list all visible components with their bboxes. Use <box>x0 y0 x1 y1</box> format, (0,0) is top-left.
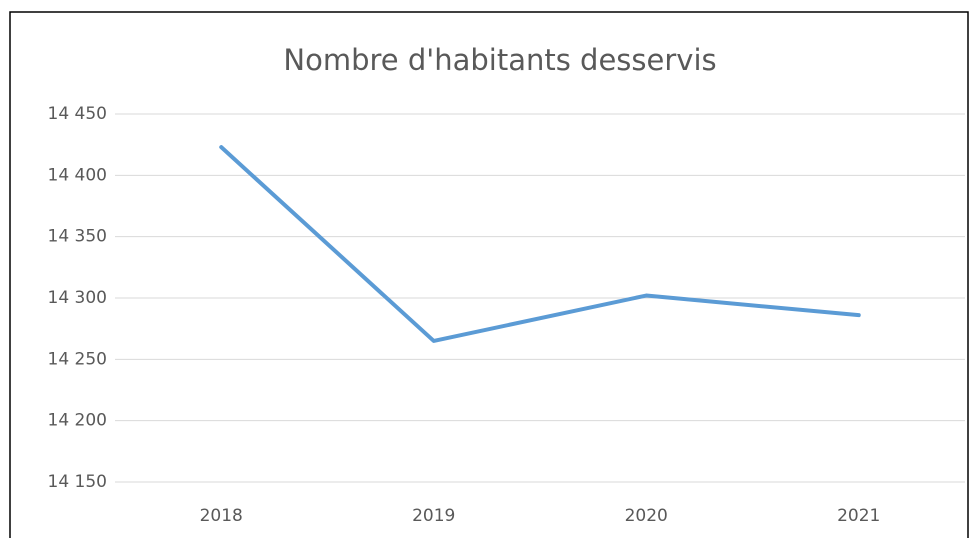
x-tick-label: 2019 <box>412 506 455 526</box>
y-tick-label: 14 400 <box>48 165 107 185</box>
y-tick-label: 14 250 <box>48 349 107 369</box>
data-line <box>219 145 861 343</box>
y-tick-label: 14 300 <box>48 288 107 308</box>
chart-frame <box>9 11 969 538</box>
y-tick-label: 14 450 <box>48 104 107 124</box>
y-tick-label: 14 150 <box>48 472 107 492</box>
x-tick-label: 2021 <box>837 506 880 526</box>
chart-title: Nombre d'habitants desservis <box>283 43 716 77</box>
x-tick-label: 2020 <box>625 506 668 526</box>
y-tick-label: 14 200 <box>48 411 107 431</box>
y-tick-label: 14 350 <box>48 227 107 247</box>
x-tick-label: 2018 <box>200 506 243 526</box>
